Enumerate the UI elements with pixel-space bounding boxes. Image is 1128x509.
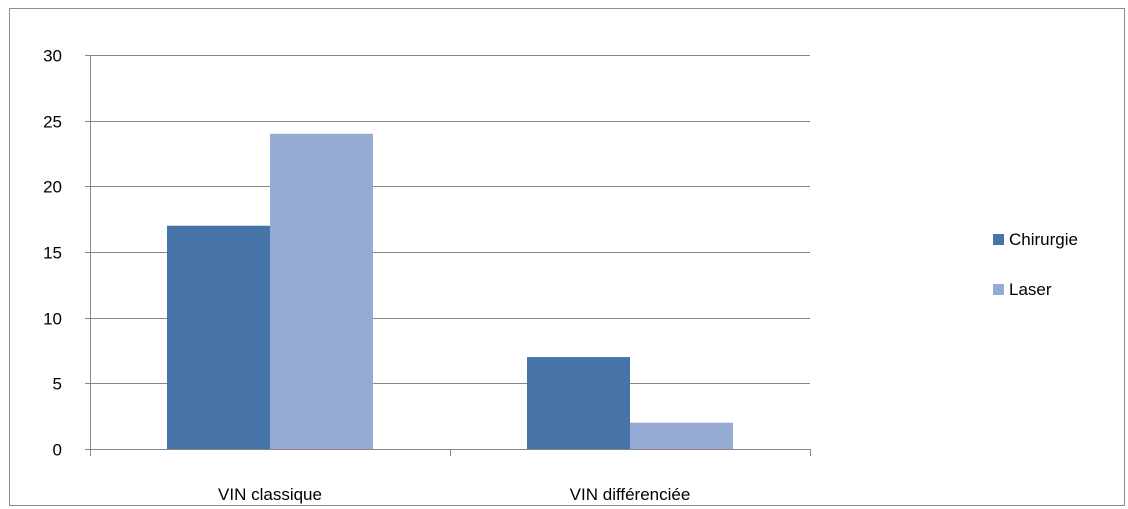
bars	[167, 133, 733, 450]
bar-laser-1	[270, 133, 373, 450]
bar-chirurgie-1	[167, 225, 270, 449]
legend-swatch-chirurgie	[993, 234, 1004, 245]
x-axis-tick-labels: VIN classique VIN différenciée	[218, 485, 690, 504]
y-axis-tick-label: 20	[43, 178, 62, 197]
legend-label-laser: Laser	[1009, 280, 1052, 299]
axes	[85, 55, 811, 456]
x-axis-tick-label: VIN classique	[218, 485, 322, 504]
legend-swatch-laser	[993, 284, 1004, 295]
y-axis-tick-label: 10	[43, 310, 62, 329]
bar-chirurgie-2	[527, 357, 630, 449]
y-axis-tick-labels: 0 5 10 15 20 25 30	[43, 47, 62, 460]
legend-label-chirurgie: Chirurgie	[1009, 230, 1078, 249]
y-axis-tick-label: 25	[43, 113, 62, 132]
y-axis-tick-label: 15	[43, 244, 62, 263]
y-axis-tick-label: 30	[43, 47, 62, 66]
legend: Chirurgie Laser	[993, 230, 1078, 299]
bar-laser-2	[630, 422, 733, 449]
x-axis-tick-label: VIN différenciée	[570, 485, 691, 504]
y-axis-tick-label: 5	[53, 375, 62, 394]
y-axis-tick-label: 0	[53, 441, 62, 460]
